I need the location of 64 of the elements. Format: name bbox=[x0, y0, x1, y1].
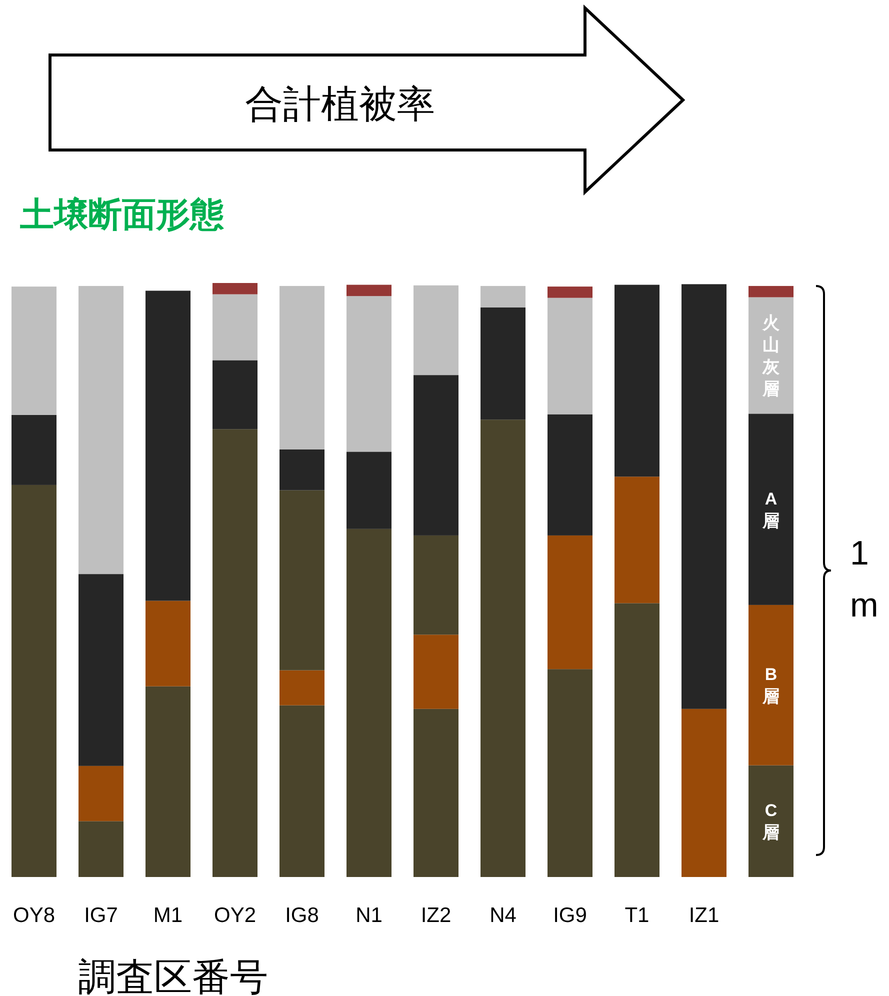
bar bbox=[78, 766, 124, 822]
bar bbox=[548, 298, 592, 414]
bar bbox=[346, 296, 392, 452]
bar bbox=[212, 429, 258, 877]
bar bbox=[280, 449, 324, 490]
bar bbox=[480, 420, 526, 877]
bar bbox=[280, 670, 324, 706]
bar bbox=[682, 708, 726, 877]
bar bbox=[146, 600, 190, 686]
x-tick-label: IG9 bbox=[553, 904, 587, 927]
series-label: C層 bbox=[762, 801, 780, 842]
bar bbox=[146, 686, 190, 877]
bar bbox=[614, 476, 660, 604]
x-tick-label: M1 bbox=[153, 904, 183, 927]
bar bbox=[78, 574, 124, 766]
bar bbox=[212, 283, 258, 294]
series-label: A層 bbox=[762, 489, 780, 530]
bar bbox=[212, 360, 258, 430]
bar bbox=[682, 284, 726, 709]
bar bbox=[12, 286, 56, 415]
bar bbox=[212, 294, 258, 360]
x-tick-label: IZ2 bbox=[420, 904, 452, 927]
x-tick-label: T1 bbox=[624, 904, 650, 927]
bar bbox=[12, 484, 56, 877]
bar bbox=[614, 284, 660, 477]
bar bbox=[346, 528, 392, 877]
series-label: B層 bbox=[762, 665, 780, 706]
x-tick-label: IZ1 bbox=[688, 904, 720, 927]
bar bbox=[614, 603, 660, 877]
series-label: 火山灰層 bbox=[762, 313, 780, 398]
chart-title: 土壌断面形態 bbox=[19, 196, 224, 234]
bar bbox=[414, 634, 458, 709]
bar bbox=[280, 490, 324, 670]
x-tick-label: N1 bbox=[356, 904, 382, 927]
bar bbox=[748, 604, 794, 766]
bar bbox=[414, 285, 458, 376]
bar bbox=[748, 414, 794, 605]
x-axis-title: 調査区番号 bbox=[78, 957, 268, 996]
bar bbox=[748, 286, 794, 298]
bar bbox=[748, 765, 794, 877]
bar bbox=[12, 414, 56, 485]
x-tick-label: IG8 bbox=[285, 904, 319, 927]
bar bbox=[280, 286, 324, 450]
bar bbox=[480, 307, 526, 420]
bar bbox=[548, 286, 592, 298]
x-tick-label: N4 bbox=[490, 904, 517, 927]
bar bbox=[346, 284, 392, 296]
bar bbox=[548, 535, 592, 670]
text: 合計植被率 bbox=[245, 84, 435, 126]
bar bbox=[146, 290, 190, 601]
bar bbox=[548, 669, 592, 877]
bar bbox=[346, 452, 392, 529]
bar bbox=[414, 708, 458, 877]
bar bbox=[78, 286, 124, 574]
bar bbox=[78, 821, 124, 877]
bar bbox=[280, 705, 324, 877]
x-tick-label: OY8 bbox=[12, 904, 56, 927]
x-tick-label: OY2 bbox=[214, 904, 256, 927]
text: 1 m bbox=[850, 534, 878, 624]
x-tick-label: IG7 bbox=[84, 904, 118, 927]
bar bbox=[414, 375, 458, 536]
bar bbox=[548, 414, 592, 536]
bar bbox=[480, 286, 526, 308]
bar bbox=[414, 535, 458, 635]
